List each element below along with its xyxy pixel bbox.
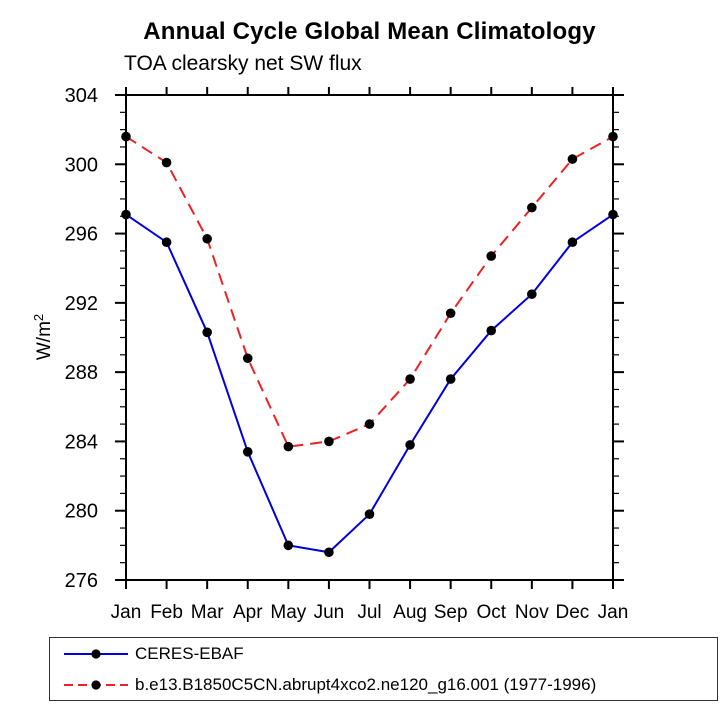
data-point [405,374,415,384]
y-axis-label: W/m2 [31,314,55,360]
data-point [202,233,212,244]
x-tick-label: Aug [393,602,427,623]
series-markers-1 [121,131,618,452]
data-point [608,131,618,142]
data-point [527,202,537,213]
legend-box: CERES-EBAF b.e13.B1850C5CN.abrupt4xco2.n… [49,637,718,701]
x-tick-label: Apr [233,602,263,623]
data-point [445,308,456,319]
chart-title: Annual Cycle Global Mean Climatology [143,18,596,45]
y-tick-label: 292 [65,293,98,315]
plot-frame [125,94,614,581]
plot-area: Jan Feb Mar Apr May Jun Jul Aug Sep Oct Nov Dec Jan 2… [31,85,629,623]
data-point [527,289,537,299]
data-point [121,209,131,220]
data-point [161,237,172,248]
x-tick-label: Oct [476,602,506,623]
data-point [242,353,253,364]
data-point [405,440,415,450]
series-line-1 [125,135,614,448]
legend-label-ceres-ebaf: CERES-EBAF [135,643,244,663]
x-tick-label: Jan [598,602,629,623]
data-point [242,447,253,457]
series-markers-0 [121,209,618,558]
x-tick-label: Nov [515,602,549,623]
legend-sample-dashed-line [64,679,128,690]
x-tick-label: Feb [150,602,183,623]
data-point [161,157,172,168]
x-tick-label: May [270,602,306,623]
legend-item-model: b.e13.B1850C5CN.abrupt4xco2.ne120_g16.00… [63,671,717,699]
x-tick-label: Jul [357,602,381,623]
x-tick-labels: Jan Feb Mar Apr May Jun Jul Aug Sep Oct Nov Dec Jan [111,602,629,623]
y-tick-label: 284 [65,431,98,453]
data-point [202,327,212,338]
data-point [364,419,375,429]
data-point [567,237,578,248]
y-tick-label: 280 [65,501,98,523]
x-tick-label: Jan [111,602,142,623]
legend-sample-solid-line [64,648,128,659]
y-tick-label: 304 [65,85,98,107]
legend-label-model: b.e13.B1850C5CN.abrupt4xco2.ne120_g16.00… [135,674,597,694]
data-point [364,509,375,519]
data-point [324,547,334,558]
x-tick-label: Mar [191,602,224,623]
legend-marker-dot-icon [91,679,101,690]
data-point [486,251,497,261]
x-tick-label: Jun [314,602,345,623]
legend-marker-dot-icon [91,648,101,659]
data-point [283,441,294,452]
data-point [324,436,334,447]
x-tick-label: Sep [434,602,468,623]
y-tick-labels: 276 280 284 288 292 296 300 304 [65,85,98,592]
data-point [283,540,294,551]
y-tick-label: 296 [65,224,98,246]
y-tick-label: 276 [65,570,98,592]
x-tick-label: Dec [556,602,590,623]
data-point [608,209,618,220]
data-point [567,154,578,164]
data-point [121,131,131,142]
data-point [445,374,456,384]
chart-subtitle: TOA clearsky net SW flux [124,52,362,75]
data-point [486,325,497,336]
series-line-0 [125,213,614,554]
y-tick-label: 288 [65,362,98,384]
y-tick-label: 300 [65,154,98,176]
legend-item-ceres-ebaf: CERES-EBAF [63,640,717,668]
